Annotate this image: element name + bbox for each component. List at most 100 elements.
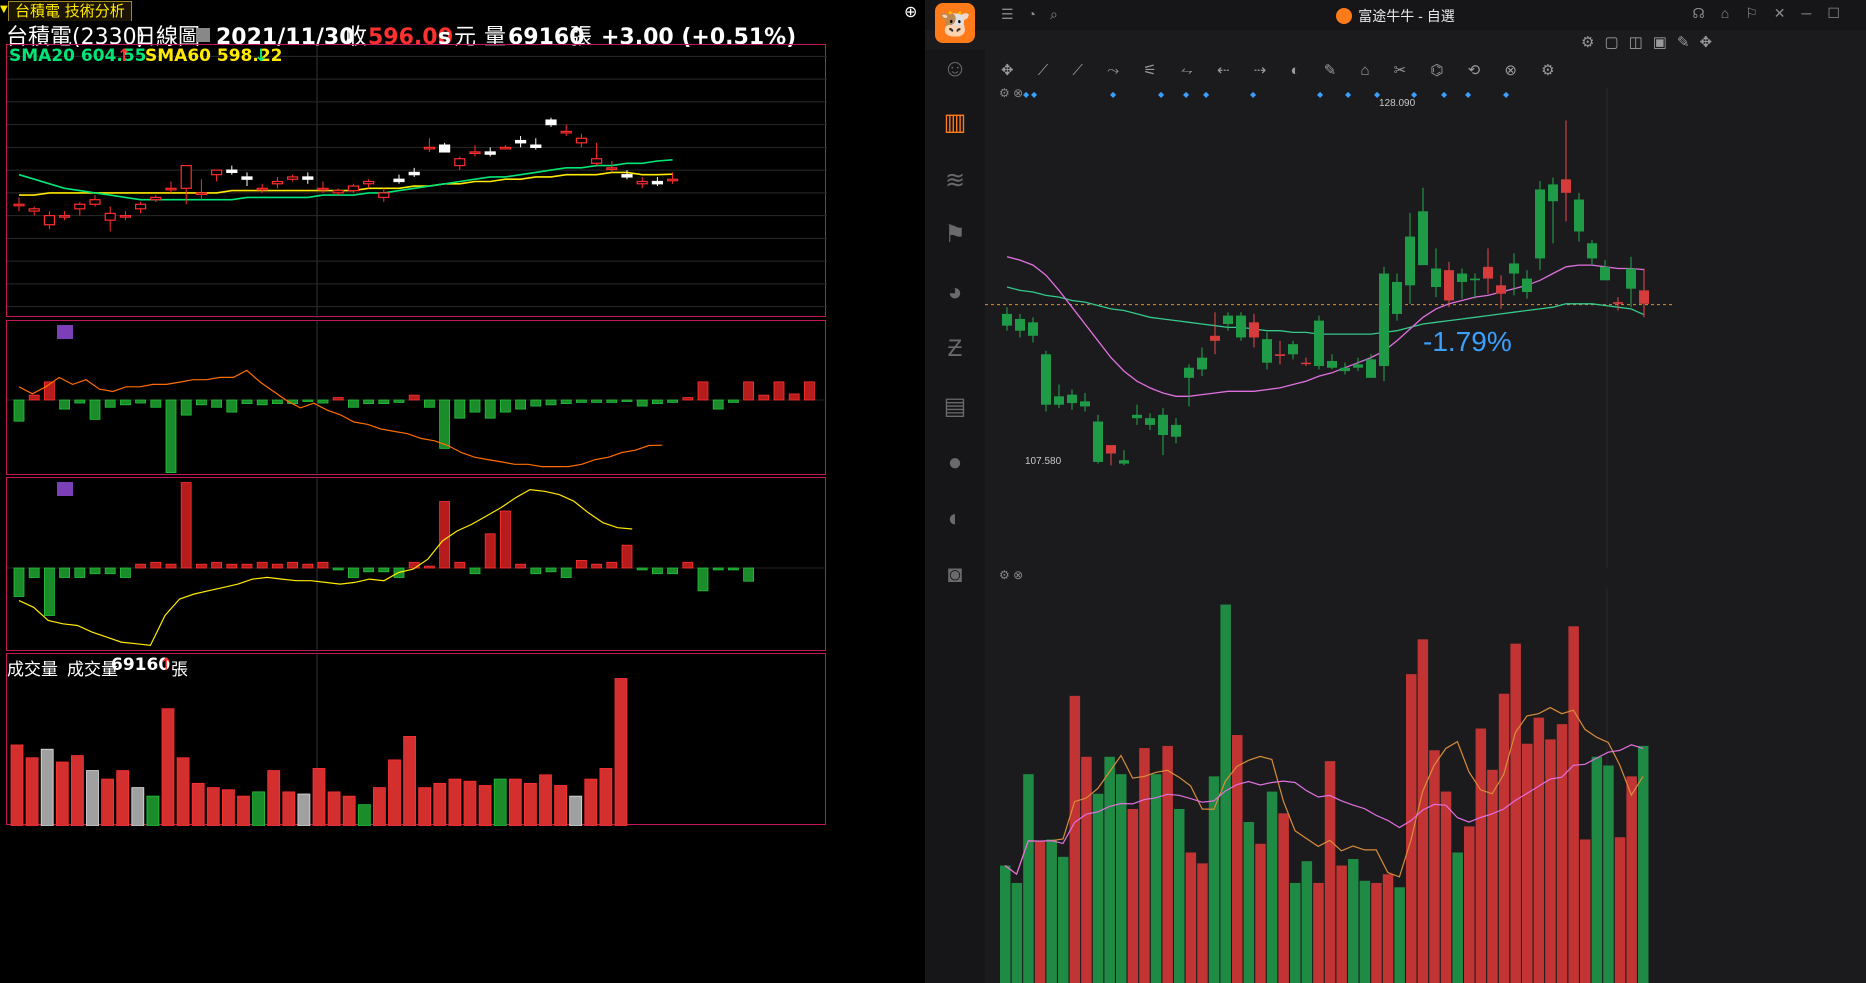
futu-logo[interactable]: 🐮 xyxy=(935,3,975,43)
ma-marker-icon: ◆ xyxy=(1465,90,1472,99)
foreign-bar xyxy=(591,563,602,569)
foreign-list-icon xyxy=(57,482,73,496)
k-body xyxy=(1340,367,1350,372)
titlebar-icons[interactable]: ☰◔⌕ xyxy=(1001,6,1072,22)
margin-bar xyxy=(423,399,435,408)
sidebar-item-6[interactable]: ▤ xyxy=(925,394,985,420)
sidebar-icon: ▥ xyxy=(943,109,967,136)
k-body xyxy=(1405,236,1415,286)
sidebar-item-1[interactable]: ▥ xyxy=(925,110,985,136)
volume-bar xyxy=(403,736,417,826)
volume-bar xyxy=(221,789,235,826)
sidebar-item-8[interactable]: ◐ xyxy=(925,506,985,532)
volume-bar xyxy=(388,759,401,826)
sidebar-item-4[interactable]: ◕ xyxy=(925,280,985,306)
sidebar-item-0[interactable]: ☺ xyxy=(925,56,985,82)
margin-bar xyxy=(378,399,390,405)
k-body xyxy=(1054,396,1064,405)
volume-bar xyxy=(40,748,54,826)
volume-bar xyxy=(342,795,356,826)
foreign-bar xyxy=(195,563,207,569)
volume-bar xyxy=(267,770,281,826)
candle-body xyxy=(545,119,557,126)
volume-panel-title: 成交量 xyxy=(7,660,58,680)
sidebar-item-3[interactable]: ⚑ xyxy=(925,222,985,248)
zoom-icon[interactable]: ⊕ xyxy=(904,2,918,21)
margin-bar xyxy=(226,399,238,413)
margin-bar xyxy=(28,394,40,401)
foreign-bar xyxy=(363,567,375,573)
mavol-bar xyxy=(1023,774,1034,983)
mavol-bar xyxy=(1406,674,1417,983)
mavol-settings-icons[interactable]: ⚙ ⊗ xyxy=(999,568,1024,582)
sidebar-item-7[interactable]: ● xyxy=(925,450,985,476)
volume-bar xyxy=(161,708,175,826)
mavol-bar xyxy=(1638,745,1649,983)
period-dropdown-icon[interactable] xyxy=(196,28,210,42)
ma-marker-icon: ◆ xyxy=(1411,90,1418,99)
candle-body xyxy=(58,215,71,218)
mavol-bar xyxy=(1069,695,1081,983)
margin-bar xyxy=(180,399,192,416)
foreign-bar xyxy=(287,561,299,569)
volume-bar xyxy=(493,778,507,826)
menu-triangle-icon[interactable]: ▼ xyxy=(0,4,8,15)
margin-bar xyxy=(515,399,527,410)
foreign-bar xyxy=(621,544,633,569)
margin-bar xyxy=(256,399,268,406)
candle-body xyxy=(211,169,223,176)
k-body xyxy=(1392,281,1402,314)
k-body xyxy=(1262,339,1272,363)
candle-body xyxy=(287,176,299,180)
mavol-bar xyxy=(1556,724,1568,983)
volume-panel-arrow: ↑ xyxy=(159,655,174,675)
k-body xyxy=(1327,361,1337,368)
mavol-bar xyxy=(1243,822,1255,983)
mavol-bar xyxy=(1000,865,1011,983)
foreign-bar xyxy=(302,563,314,569)
mavol-bar xyxy=(1487,769,1498,983)
tab-toolbar-icons[interactable]: ⚙▢◫▣✎✥ xyxy=(1581,34,1723,51)
ma-settings-icons[interactable]: ⚙ ⊗ xyxy=(999,86,1024,100)
mavol-bar xyxy=(1011,882,1023,983)
mavol-bar xyxy=(1545,739,1556,983)
candle-body xyxy=(104,212,116,221)
candle-body xyxy=(165,187,177,191)
drawing-tool-icons[interactable]: ✥ ⟋ ⟋ ⤳ ⚟ ⥊ ⇠ ⇢ ◐ ✎ ⌂ ✂ ⌬ ⟲ ⊗ ⚙ xyxy=(1001,62,1565,79)
volume-panel-value: 69160 xyxy=(111,655,171,675)
k-body xyxy=(1522,278,1532,293)
sidebar-item-5[interactable]: Ƶ xyxy=(925,336,985,362)
ma60-line xyxy=(1006,286,1645,335)
window-controls[interactable]: ☊⌂⚐✕─☐ xyxy=(1692,5,1856,21)
margin-bar xyxy=(484,399,496,419)
k-body xyxy=(1496,285,1506,294)
volume-bar xyxy=(372,787,386,826)
foreign-bar xyxy=(682,561,694,569)
k-body xyxy=(1353,364,1363,368)
foreign-bar xyxy=(697,567,709,592)
margin-bar xyxy=(271,399,283,405)
k-body xyxy=(1106,445,1116,454)
sma60-label: SMA60 598.22 xyxy=(145,46,283,66)
foreign-bar xyxy=(347,567,359,578)
mavol-bar xyxy=(1336,865,1347,983)
low-label: 107.580 xyxy=(1025,456,1062,467)
sidebar-item-2[interactable]: ≋ xyxy=(925,168,985,194)
k-body xyxy=(1314,320,1324,367)
volume-bar xyxy=(10,744,24,826)
margin-bar xyxy=(59,399,70,410)
foreign-bar xyxy=(165,563,177,569)
price-panel: SMA20 604.55 ↑ SMA60 598.22 ↓ xyxy=(6,44,827,318)
foreign-bar xyxy=(454,561,466,569)
candle-body xyxy=(499,146,511,150)
margin-bar xyxy=(165,399,177,473)
candle-body xyxy=(74,203,86,210)
candle-body xyxy=(317,187,329,191)
stock-name: 台積電(2330) xyxy=(6,25,146,50)
sma20-line xyxy=(18,159,673,201)
s-flag: s xyxy=(438,25,452,50)
volume-bar xyxy=(297,793,311,826)
margin-bar xyxy=(758,394,770,401)
tab-technical-analysis[interactable]: 台積電 技術分析 xyxy=(8,1,132,21)
sidebar-item-9[interactable]: ◙ xyxy=(925,562,985,588)
